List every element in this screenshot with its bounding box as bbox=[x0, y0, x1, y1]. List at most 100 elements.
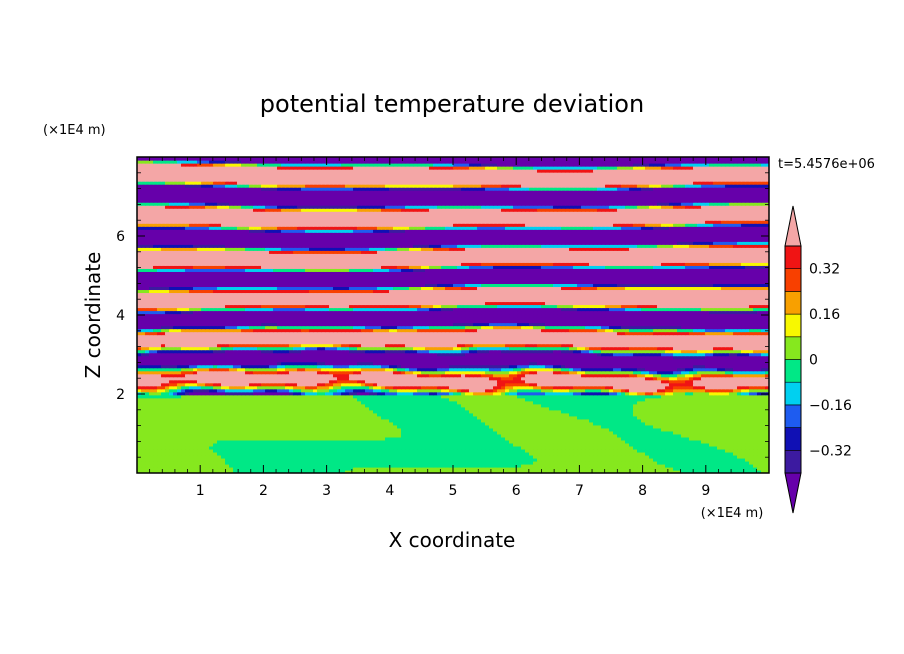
contour-cell bbox=[637, 466, 642, 471]
contour-cell bbox=[725, 448, 730, 453]
contour-cell bbox=[493, 463, 498, 468]
contour-cell bbox=[349, 463, 354, 468]
contour-cell bbox=[377, 454, 382, 459]
contour-cell bbox=[689, 463, 694, 468]
contour-cell bbox=[681, 448, 686, 453]
contour-cell bbox=[357, 457, 362, 462]
contour-cell bbox=[217, 463, 222, 468]
contour-cell bbox=[525, 457, 530, 462]
contour-cell bbox=[617, 439, 622, 444]
contour-cell bbox=[237, 457, 242, 462]
contour-cell bbox=[349, 454, 354, 459]
contour-cell bbox=[445, 445, 450, 450]
contour-cell bbox=[433, 457, 438, 462]
contour-cell bbox=[661, 469, 666, 473]
contour-cell bbox=[297, 442, 302, 447]
contour-cell bbox=[749, 439, 754, 444]
contour-cell bbox=[521, 451, 526, 456]
contour-cell bbox=[313, 466, 318, 471]
contour-cell bbox=[253, 442, 258, 447]
contour-cell bbox=[261, 457, 266, 462]
contour-cell bbox=[309, 445, 314, 450]
contour-cell bbox=[345, 463, 350, 468]
contour-cell bbox=[693, 445, 698, 450]
contour-cell bbox=[297, 436, 302, 441]
contour-cell bbox=[461, 460, 466, 465]
contour-cell bbox=[741, 442, 746, 447]
contour-cell bbox=[309, 451, 314, 456]
contour-cell bbox=[733, 454, 738, 459]
contour-cell bbox=[597, 457, 602, 462]
contour-cell bbox=[157, 454, 162, 459]
contour-cell bbox=[433, 436, 438, 441]
contour-cell bbox=[157, 445, 162, 450]
contour-cell bbox=[529, 466, 534, 471]
contour-cell bbox=[249, 445, 254, 450]
contour-cell bbox=[625, 460, 630, 465]
contour-cell bbox=[209, 469, 214, 473]
contour-cell bbox=[577, 454, 582, 459]
contour-cell bbox=[153, 448, 158, 453]
contour-cell bbox=[225, 439, 230, 444]
contour-cell bbox=[385, 466, 390, 471]
contour-cell bbox=[621, 454, 626, 459]
contour-cell bbox=[469, 451, 474, 456]
contour-cell bbox=[149, 454, 154, 459]
contour-cell bbox=[629, 466, 634, 471]
contour-cell bbox=[225, 466, 230, 471]
contour-cell bbox=[309, 436, 314, 441]
contour-cell bbox=[581, 463, 586, 468]
contour-cell bbox=[725, 436, 730, 441]
contour-cell bbox=[417, 451, 422, 456]
contour-cell bbox=[485, 442, 490, 447]
contour-cell bbox=[709, 436, 714, 441]
contour-cell bbox=[229, 463, 234, 468]
contour-cell bbox=[685, 457, 690, 462]
contour-cell bbox=[681, 451, 686, 456]
contour-cell bbox=[189, 460, 194, 465]
contour-cell bbox=[621, 451, 626, 456]
contour-cell bbox=[409, 460, 414, 465]
contour-cell bbox=[609, 457, 614, 462]
contour-cell bbox=[701, 460, 706, 465]
contour-cell bbox=[153, 454, 158, 459]
contour-cell bbox=[545, 454, 550, 459]
contour-cell bbox=[285, 466, 290, 471]
contour-cell bbox=[645, 439, 650, 444]
contour-cell bbox=[333, 460, 338, 465]
contour-cell bbox=[293, 445, 298, 450]
contour-cell bbox=[413, 457, 418, 462]
contour-cell bbox=[665, 436, 670, 441]
contour-cell bbox=[709, 469, 714, 473]
contour-cell bbox=[549, 469, 554, 473]
contour-cell bbox=[157, 451, 162, 456]
contour-cell bbox=[713, 466, 718, 471]
contour-cell bbox=[561, 457, 566, 462]
contour-cell bbox=[553, 454, 558, 459]
contour-cell bbox=[573, 442, 578, 447]
contour-cell bbox=[617, 469, 622, 473]
contour-cell bbox=[209, 463, 214, 468]
contour-cell bbox=[361, 457, 366, 462]
contour-cell bbox=[585, 469, 590, 473]
contour-cell bbox=[557, 436, 562, 441]
contour-cell bbox=[509, 445, 514, 450]
contour-cell bbox=[149, 439, 154, 444]
contour-cell bbox=[465, 463, 470, 468]
contour-cell bbox=[745, 445, 750, 450]
contour-cell bbox=[365, 448, 370, 453]
contour-cell bbox=[249, 454, 254, 459]
contour-cell bbox=[429, 436, 434, 441]
contour-cell bbox=[341, 436, 346, 441]
contour-cell bbox=[229, 445, 234, 450]
contour-cell bbox=[717, 439, 722, 444]
contour-cell bbox=[517, 460, 522, 465]
contour-cell bbox=[269, 448, 274, 453]
contour-cell bbox=[353, 445, 358, 450]
contour-cell bbox=[493, 451, 498, 456]
contour-cell bbox=[325, 466, 330, 471]
contour-cell bbox=[561, 442, 566, 447]
contour-cell bbox=[221, 451, 226, 456]
contour-cell bbox=[605, 448, 610, 453]
contour-cell bbox=[405, 457, 410, 462]
